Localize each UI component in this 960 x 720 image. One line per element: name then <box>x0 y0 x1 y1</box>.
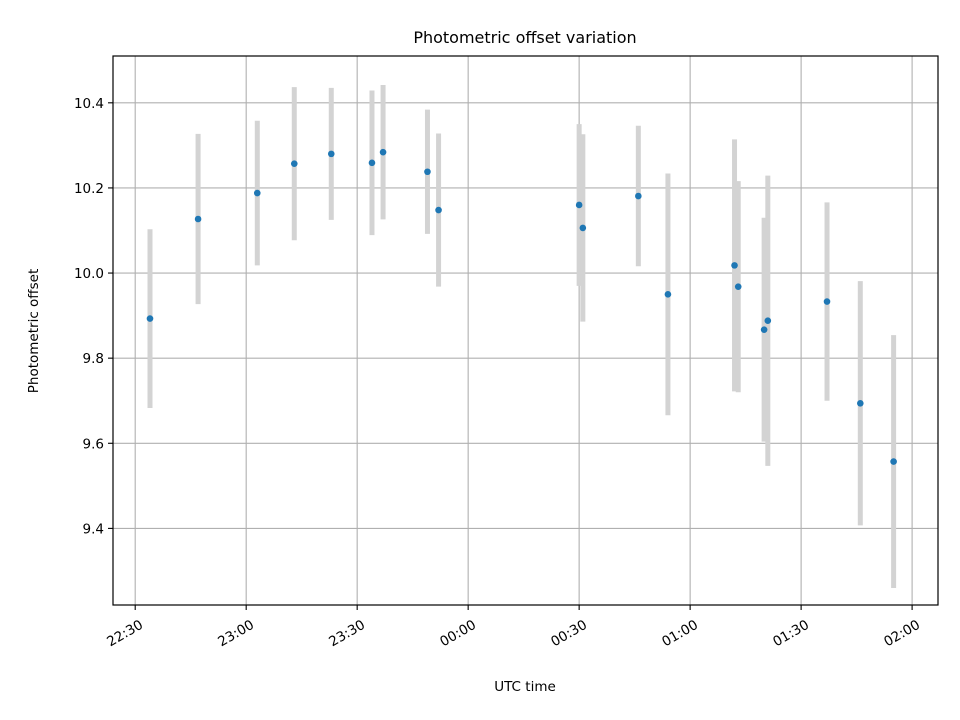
data-point <box>764 317 772 325</box>
data-point <box>579 224 587 232</box>
y-tick-label: 10.4 <box>74 96 104 112</box>
y-tick-label: 9.6 <box>83 436 104 452</box>
grid-lines <box>113 56 938 605</box>
y-tick-label: 10.0 <box>74 266 104 282</box>
data-point <box>194 215 202 223</box>
x-tick-label: 00:00 <box>437 617 479 650</box>
data-point <box>823 298 831 305</box>
data-point <box>734 283 742 290</box>
data-point <box>146 315 154 322</box>
x-tick-label: 02:00 <box>881 617 923 650</box>
data-points <box>146 148 897 465</box>
data-point <box>731 262 738 269</box>
data-point <box>575 201 583 209</box>
x-tick-label: 01:00 <box>659 617 701 650</box>
data-point <box>890 458 897 465</box>
y-tick-label: 9.4 <box>83 521 104 537</box>
data-point <box>327 150 335 158</box>
x-axis-label: UTC time <box>494 679 556 695</box>
data-point <box>435 206 442 214</box>
x-tick-label: 23:30 <box>326 617 368 650</box>
data-point <box>857 399 864 407</box>
x-tick-label: 22:30 <box>104 617 146 650</box>
chart-title: Photometric offset variation <box>413 28 636 47</box>
data-point <box>368 159 376 167</box>
y-axis-ticks: 9.4 9.6 9.8 10.0 10.2 10.4 <box>74 96 113 537</box>
errorbars <box>147 84 897 588</box>
data-point <box>290 160 298 167</box>
data-point <box>664 291 672 298</box>
plot-frame <box>112 55 939 606</box>
y-axis-label: Photometric offset <box>26 269 42 393</box>
y-tick-label: 9.8 <box>83 351 104 367</box>
y-tick-label: 10.2 <box>74 181 104 197</box>
x-tick-label: 01:30 <box>770 617 812 650</box>
data-point <box>379 148 387 156</box>
x-tick-label: 00:30 <box>548 617 590 650</box>
x-axis-ticks: 22:30 23:00 23:30 00:00 00:30 01:00 01:30 02:00 <box>104 605 923 650</box>
x-tick-label: 23:00 <box>215 617 257 650</box>
data-point <box>635 192 642 200</box>
data-point <box>253 189 261 197</box>
data-point <box>424 168 431 176</box>
data-point <box>760 326 768 333</box>
